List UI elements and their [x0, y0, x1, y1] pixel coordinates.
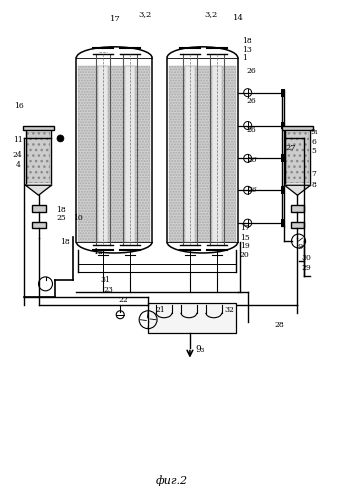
Text: 20: 20	[240, 251, 249, 259]
Text: 17: 17	[240, 224, 249, 232]
Text: 26: 26	[247, 96, 256, 104]
Text: 7: 7	[311, 170, 316, 178]
Text: 6: 6	[311, 138, 316, 146]
Text: 16: 16	[14, 102, 23, 110]
Bar	[185, 66, 195, 242]
Text: 10: 10	[73, 214, 83, 222]
Text: 9: 9	[298, 243, 303, 251]
Text: 26: 26	[247, 156, 256, 164]
Text: 32: 32	[225, 306, 235, 314]
Text: 13: 13	[242, 46, 251, 54]
Text: 14: 14	[233, 14, 244, 22]
Text: 5: 5	[311, 148, 316, 156]
Bar	[125, 66, 135, 242]
Bar	[291, 222, 304, 228]
Bar	[281, 126, 313, 130]
Text: 22: 22	[118, 296, 128, 304]
Bar	[212, 66, 222, 242]
Polygon shape	[284, 186, 310, 195]
Text: 21: 21	[155, 306, 165, 314]
Bar	[78, 66, 150, 242]
Text: 25: 25	[56, 214, 66, 222]
Bar	[23, 126, 54, 130]
Text: 9₁: 9₁	[310, 128, 318, 136]
Bar	[32, 205, 45, 212]
Bar	[291, 205, 304, 212]
Bar	[286, 132, 310, 184]
Bar	[98, 66, 108, 242]
Circle shape	[57, 135, 64, 142]
Text: 18: 18	[61, 238, 70, 246]
Text: 3,2: 3,2	[138, 10, 151, 18]
Text: 9₃: 9₃	[195, 345, 204, 354]
Text: 3,2: 3,2	[205, 10, 218, 18]
Bar	[169, 66, 236, 242]
Text: 31: 31	[100, 276, 110, 284]
Text: 30: 30	[301, 254, 311, 262]
Polygon shape	[25, 186, 52, 195]
Bar	[32, 222, 45, 228]
Text: 29: 29	[301, 264, 311, 272]
Text: 27: 27	[286, 144, 296, 152]
Text: 15: 15	[240, 234, 249, 242]
Text: 12: 12	[93, 248, 103, 256]
Bar	[148, 303, 236, 332]
Text: 4: 4	[15, 162, 21, 170]
Text: 17: 17	[110, 15, 121, 23]
Text: 23: 23	[103, 286, 113, 294]
Text: 11: 11	[13, 136, 22, 144]
Text: 18: 18	[242, 37, 251, 45]
Text: 28: 28	[275, 320, 284, 328]
Text: 18: 18	[56, 206, 66, 214]
Text: 1: 1	[242, 54, 247, 62]
Text: 19: 19	[240, 242, 249, 250]
Text: 26: 26	[247, 66, 256, 74]
Text: 26: 26	[247, 126, 256, 134]
Text: фиг.2: фиг.2	[156, 476, 188, 486]
Text: 8: 8	[311, 182, 316, 190]
Text: 24: 24	[13, 152, 22, 160]
Bar	[26, 132, 51, 184]
Text: 26: 26	[247, 186, 256, 194]
